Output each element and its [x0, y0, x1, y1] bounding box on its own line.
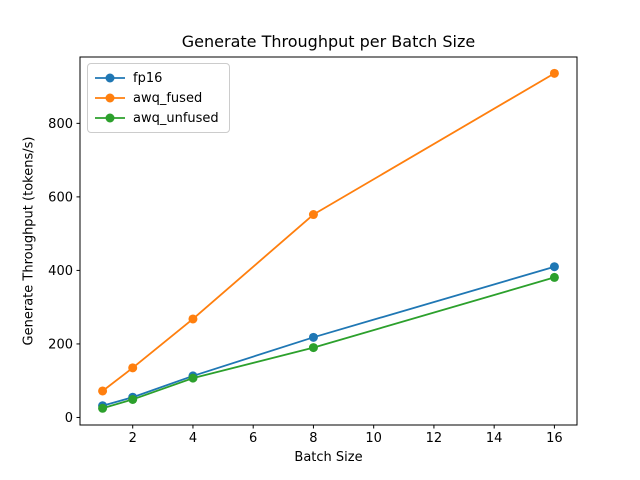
y-tick-label: 800 — [48, 117, 73, 132]
data-point-awq_unfused — [308, 343, 318, 353]
data-point-fp16 — [549, 262, 559, 272]
x-tick-label: 16 — [546, 431, 563, 446]
data-point-awq_unfused — [128, 394, 138, 404]
legend-sample-dot — [105, 113, 115, 123]
x-tick-label: 14 — [486, 431, 503, 446]
legend-sample-dot — [105, 73, 115, 83]
y-tick-label: 200 — [48, 337, 73, 352]
x-tick-label: 6 — [249, 431, 257, 446]
series-line-awq_unfused — [102, 276, 555, 410]
legend: fp16 awq_fused awq_unfused — [87, 63, 230, 133]
data-point-awq_fused — [549, 68, 559, 78]
data-point-awq_fused — [308, 210, 318, 220]
legend-item-awq_fused: awq_fused — [95, 88, 219, 108]
axes-frame — [79, 56, 578, 426]
data-point-awq_unfused — [98, 403, 108, 413]
x-tick-label: 2 — [129, 431, 137, 446]
y-tick-label: 0 — [65, 411, 73, 426]
y-axis-label: Generate Throughput (tokens/s) — [21, 136, 37, 346]
legend-item-awq_unfused: awq_unfused — [95, 108, 219, 128]
data-point-awq_unfused — [188, 373, 198, 383]
data-point-awq_fused — [128, 363, 138, 373]
legend-sample-dot — [105, 93, 115, 103]
x-tick-label: 4 — [189, 431, 197, 446]
data-point-awq_fused — [98, 386, 108, 396]
data-point-awq_unfused — [549, 272, 559, 282]
data-point-awq_fused — [188, 314, 198, 324]
legend-item-fp16: fp16 — [95, 68, 219, 88]
x-tick-label: 8 — [309, 431, 317, 446]
y-tick-label: 600 — [48, 190, 73, 205]
y-tick-label: 400 — [48, 264, 73, 279]
x-tick-label: 10 — [365, 431, 382, 446]
legend-marker-awq_unfused — [95, 113, 125, 123]
legend-label: fp16 — [133, 70, 163, 86]
x-tick-label: 12 — [426, 431, 443, 446]
legend-marker-fp16 — [95, 73, 125, 83]
legend-marker-awq_fused — [95, 93, 125, 103]
data-point-fp16 — [308, 332, 318, 342]
legend-label: awq_unfused — [133, 110, 219, 126]
x-axis-label: Batch Size — [294, 450, 363, 465]
legend-label: awq_fused — [133, 90, 203, 106]
chart-title: Generate Throughput per Batch Size — [181, 32, 476, 51]
